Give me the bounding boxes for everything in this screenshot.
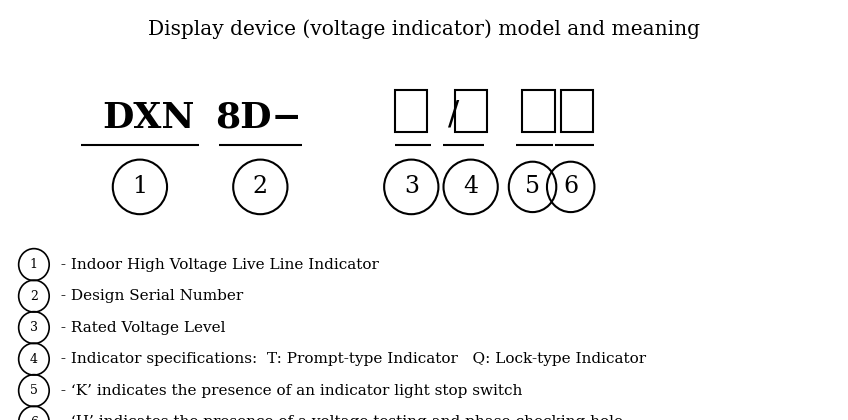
Text: 6: 6 (563, 176, 578, 198)
Text: DXN: DXN (102, 101, 195, 134)
Text: 5: 5 (30, 384, 38, 397)
Text: 1: 1 (30, 258, 38, 271)
Bar (395, 90, 427, 132)
Bar (522, 90, 555, 132)
Text: 3: 3 (404, 176, 419, 198)
Text: - ‘K’ indicates the presence of an indicator light stop switch: - ‘K’ indicates the presence of an indic… (56, 383, 522, 398)
Text: - Rated Voltage Level: - Rated Voltage Level (56, 320, 226, 335)
Text: - ‘H’ indicates the presence of a voltage testing and phase-checking hole: - ‘H’ indicates the presence of a voltag… (56, 415, 623, 420)
Text: - Design Serial Number: - Design Serial Number (56, 289, 243, 303)
Text: 2: 2 (253, 176, 268, 198)
Text: 6: 6 (30, 416, 38, 420)
Text: 2: 2 (30, 290, 38, 302)
Text: 4: 4 (463, 176, 478, 198)
Text: Display device (voltage indicator) model and meaning: Display device (voltage indicator) model… (148, 19, 700, 39)
Bar (561, 90, 593, 132)
Text: 3: 3 (30, 321, 38, 334)
Text: - Indicator specifications:  T: Prompt-type Indicator   Q: Lock-type Indicator: - Indicator specifications: T: Prompt-ty… (56, 352, 646, 366)
Text: - Indoor High Voltage Live Line Indicator: - Indoor High Voltage Live Line Indicato… (56, 257, 379, 272)
Text: 4: 4 (30, 353, 38, 365)
Text: 8D−: 8D− (215, 101, 302, 134)
Text: /: / (448, 100, 460, 131)
Bar (455, 90, 487, 132)
Text: 1: 1 (132, 176, 148, 198)
Text: 5: 5 (525, 176, 540, 198)
